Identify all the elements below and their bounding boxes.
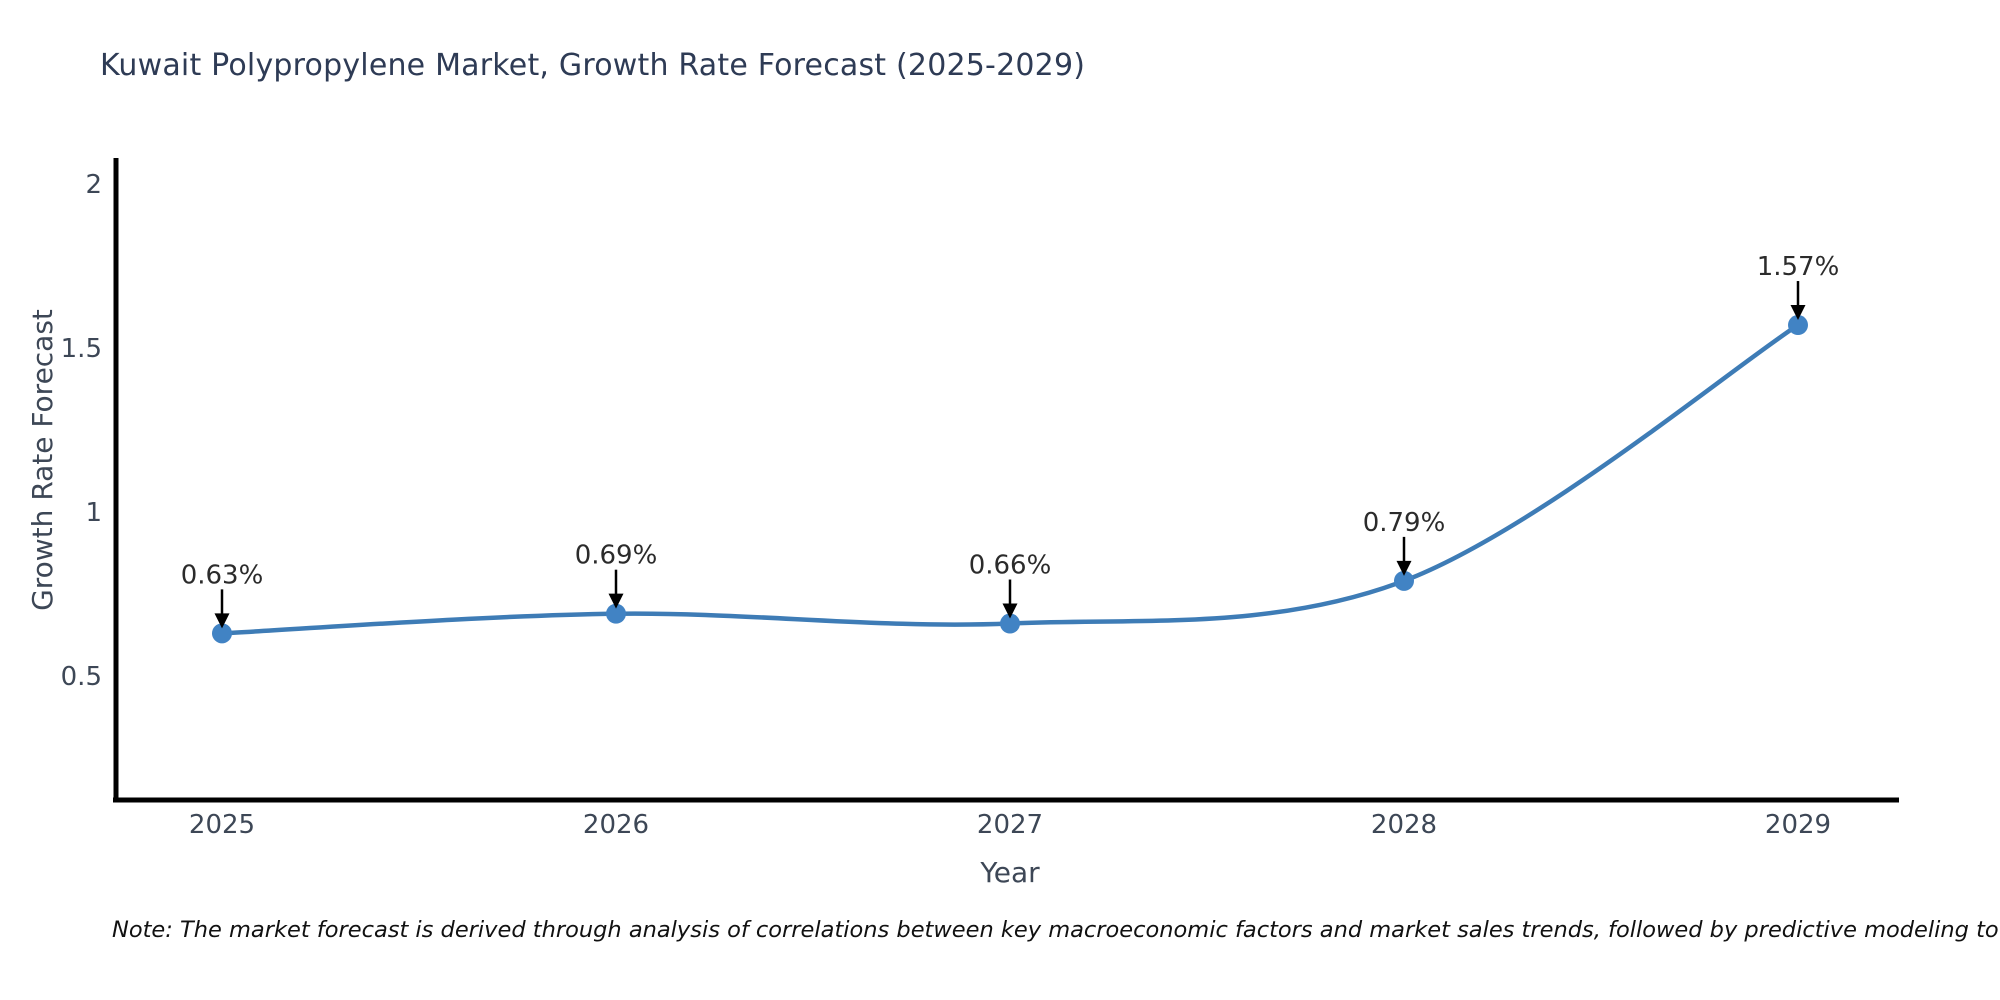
x-tick-label: 2027 [977,810,1043,840]
x-tick-label: 2029 [1765,810,1831,840]
x-tick-label: 2026 [583,810,649,840]
x-tick-label: 2025 [189,810,255,840]
y-tick-label: 0.5 [61,662,102,692]
point-annotation-label: 1.57% [1757,252,1840,282]
footnote: Note: The market forecast is derived thr… [112,917,2000,943]
point-annotation-label: 0.63% [181,560,264,590]
point-annotation-label: 0.79% [1363,508,1446,538]
y-tick-label: 2 [85,170,102,200]
data-point-marker [1394,570,1414,591]
y-tick-label: 1.5 [61,334,102,364]
chart-title: Kuwait Polypropylene Market, Growth Rate… [100,48,1086,83]
annotation-arrowhead-icon [1002,603,1018,619]
data-point-marker [212,623,232,644]
annotation-arrowhead-icon [1396,560,1412,576]
x-tick-label: 2028 [1371,810,1437,840]
point-annotation-label: 0.66% [969,551,1052,581]
x-axis-title: Year [980,856,1040,889]
annotation-arrowhead-icon [608,593,624,609]
annotation-arrowhead-icon [214,613,230,629]
data-point-marker [1000,613,1020,634]
data-point-marker [1788,315,1808,336]
point-annotation-label: 0.69% [575,541,658,571]
data-point-marker [606,603,626,624]
y-tick-label: 1 [85,498,102,528]
annotation-arrowhead-icon [1790,305,1806,321]
